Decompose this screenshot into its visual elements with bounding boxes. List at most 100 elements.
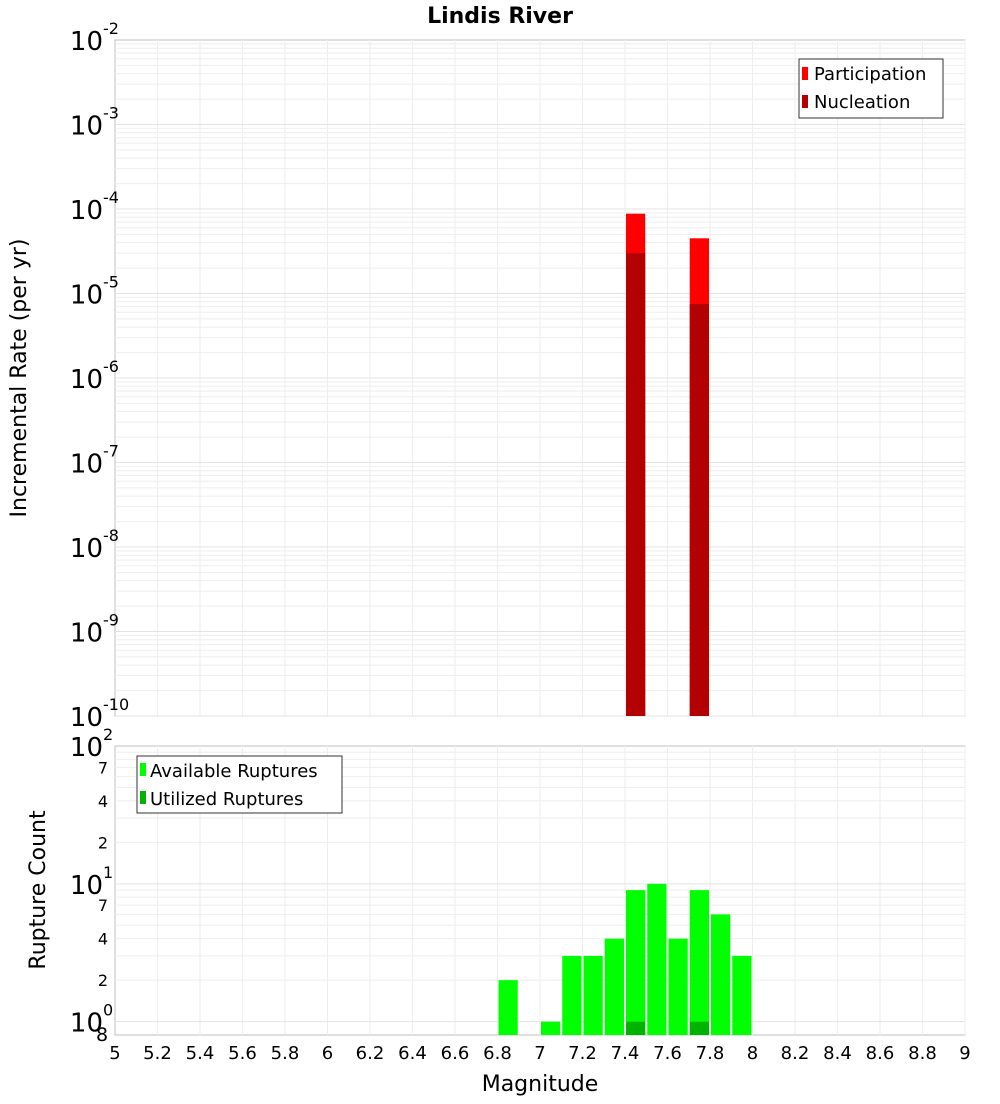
- rate-y-tick-exponent: -5: [103, 273, 119, 292]
- rate-y-tick-base: 10: [70, 281, 103, 311]
- magnitude-tick-label: 5.6: [228, 1043, 257, 1064]
- available-ruptures-bar: [689, 890, 709, 1035]
- magnitude-tick-label: 6: [322, 1043, 333, 1064]
- magnitude-tick-label: 6.6: [441, 1043, 470, 1064]
- count-y-tick-base: 10: [70, 1009, 103, 1039]
- magnitude-tick-label: 8.4: [823, 1043, 852, 1064]
- rate-y-tick-base: 10: [70, 619, 103, 649]
- available-ruptures-bar: [583, 955, 603, 1035]
- rate-y-tick-exponent: -8: [103, 526, 119, 545]
- chart-title: Lindis River: [427, 4, 573, 29]
- utilized-ruptures-bar: [626, 1021, 646, 1035]
- rate-y-tick-base: 10: [70, 27, 103, 57]
- available-ruptures-bar: [541, 1021, 561, 1035]
- available-ruptures-bar: [626, 890, 646, 1035]
- utilized-legend-swatch: [140, 791, 146, 804]
- rate-y-tick-label: 10 -3: [70, 104, 119, 142]
- rate-y-tick-exponent: -4: [103, 188, 119, 207]
- rate-y-tick-exponent: -6: [103, 357, 119, 376]
- rate-y-tick-label: 10 -8: [70, 526, 119, 564]
- count-y-tick-label: 4: [98, 930, 108, 949]
- count-y-tick-exponent: 0: [103, 1001, 113, 1020]
- count-y-tick-exponent: 2: [103, 725, 113, 744]
- rate-gridlines: [115, 40, 966, 717]
- count-y-tick-label: 10 1: [70, 863, 113, 901]
- rate-y-tick-exponent: -10: [103, 695, 129, 714]
- count-y-tick-base: 10: [70, 733, 103, 763]
- count-y-tick-label: 4: [98, 792, 108, 811]
- nucleation-bar: [626, 253, 646, 716]
- participation-legend-label: Participation: [814, 64, 926, 85]
- magnitude-tick-label: 5.8: [271, 1043, 300, 1064]
- count-bars: [498, 883, 752, 1035]
- magnitude-tick-label: 8.2: [781, 1043, 810, 1064]
- rate-y-tick-exponent: -3: [103, 104, 119, 123]
- rate-legend-box: [798, 58, 944, 119]
- nucleation-legend-swatch: [802, 95, 808, 108]
- magnitude-tick-label: 5.2: [143, 1043, 172, 1064]
- available-ruptures-bar: [604, 938, 624, 1035]
- magnitude-axis-label: Magnitude: [482, 1072, 599, 1097]
- utilized-ruptures-bar: [689, 1021, 709, 1035]
- magnitude-tick-label: 5: [109, 1043, 120, 1064]
- rate-y-axis-label: Incremental Rate (per yr): [7, 239, 32, 518]
- count-y-axis-label: Rupture Count: [26, 810, 51, 970]
- rate-y-tick-label: 10 -5: [70, 273, 119, 311]
- count-gridlines: [115, 746, 966, 1035]
- rate-legend: Participation Nucleation: [798, 58, 944, 119]
- utilized-legend-label: Utilized Ruptures: [150, 789, 303, 810]
- available-ruptures-bar: [498, 980, 518, 1035]
- rate-y-tick-base: 10: [70, 703, 103, 733]
- rate-y-tick-base: 10: [70, 450, 103, 480]
- count-y-tick-label: 2: [98, 971, 108, 990]
- available-legend-label: Available Ruptures: [150, 761, 318, 782]
- count-y-tick-label: 2: [98, 833, 108, 852]
- magnitude-tick-label: 5.4: [186, 1043, 215, 1064]
- rate-y-tick-base: 10: [70, 196, 103, 226]
- magnitude-tick-label: 8: [747, 1043, 758, 1064]
- available-ruptures-bar: [647, 883, 667, 1035]
- magnitude-tick-label: 6.2: [356, 1043, 385, 1064]
- magnitude-tick-label: 7.4: [611, 1043, 640, 1064]
- magnitude-tick-labels: 5 5.2 5.4 5.6 5.8 6 6.2 6.4 6.6 6.8 7 7.2 7.4 7.6 7.8 8…: [109, 1043, 970, 1064]
- rate-y-tick-base: 10: [70, 365, 103, 395]
- rate-y-tick-label: 10 -10: [70, 695, 129, 733]
- rate-y-tick-label: 10 -4: [70, 188, 119, 226]
- magnitude-tick-label: 7.2: [568, 1043, 597, 1064]
- rate-y-tick-label: 10 -9: [70, 611, 119, 649]
- available-ruptures-bar: [711, 914, 731, 1035]
- rate-y-tick-base: 10: [70, 112, 103, 142]
- count-y-tick-label: 10 2: [70, 725, 113, 763]
- available-ruptures-bar: [732, 955, 752, 1035]
- magnitude-tick-label: 7.8: [696, 1043, 725, 1064]
- rate-y-tick-base: 10: [70, 534, 103, 564]
- rate-y-tick-label: 10 -2: [70, 19, 119, 57]
- count-bottom-tick-label: 8: [96, 1024, 108, 1046]
- magnitude-tick-label: 8.6: [866, 1043, 895, 1064]
- available-ruptures-bar: [562, 955, 582, 1035]
- rate-y-tick-label: 10 -7: [70, 442, 119, 480]
- count-y-tick-exponent: 1: [103, 863, 113, 882]
- count-legend: Available Ruptures Utilized Ruptures: [136, 755, 343, 814]
- magnitude-tick-label: 6.8: [483, 1043, 512, 1064]
- participation-legend-swatch: [802, 67, 808, 80]
- rate-y-tick-label: 10 -6: [70, 357, 119, 395]
- available-legend-swatch: [140, 763, 146, 776]
- magnitude-tick-label: 8.8: [908, 1043, 937, 1064]
- magnitude-tick-label: 9: [959, 1043, 970, 1064]
- count-y-tick-label: 10 0: [70, 1001, 113, 1039]
- magnitude-tick-label: 6.4: [398, 1043, 427, 1064]
- count-legend-box: [136, 755, 343, 814]
- count-y-tick-label: 7: [98, 758, 108, 777]
- nucleation-legend-label: Nucleation: [814, 92, 910, 113]
- rate-y-tick-exponent: -9: [103, 611, 119, 630]
- count-y-tick-label: 7: [98, 896, 108, 915]
- rate-bars: [626, 213, 709, 717]
- nucleation-bar: [689, 304, 709, 716]
